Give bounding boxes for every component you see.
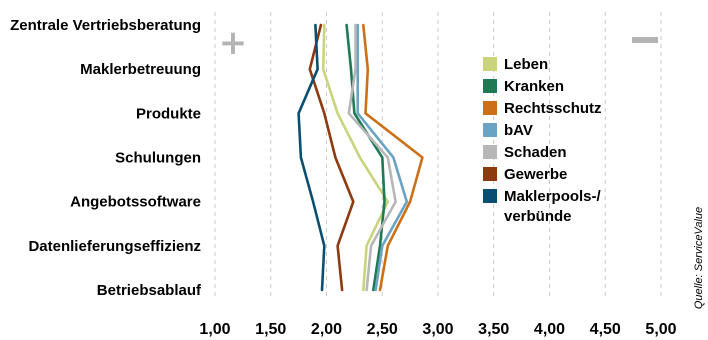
- minus-symbol: [632, 37, 658, 43]
- grid: [214, 12, 662, 298]
- category-label: Schulungen: [115, 150, 201, 167]
- category-labels: Zentrale Vertriebsberatung Maklerbetreuun…: [10, 17, 202, 299]
- x-tick-label: 3,50: [478, 321, 509, 338]
- plus-symbol: +: [219, 23, 248, 63]
- series-line: [345, 23, 386, 292]
- legend-swatch: [483, 145, 497, 159]
- legend-swatch: [483, 167, 497, 181]
- series-line: [356, 23, 409, 292]
- x-tick-label: 2,50: [367, 321, 398, 338]
- series-line: [321, 23, 390, 292]
- source-label: Quelle: ServiceValue: [693, 207, 705, 309]
- x-tick-label: 2,00: [311, 321, 342, 338]
- series-line: [347, 23, 397, 292]
- legend-label: Rechtsschutz: [504, 100, 602, 117]
- x-tick-label: 5,00: [645, 321, 676, 338]
- series-lines: [297, 23, 424, 292]
- x-tick-labels: 1,00 1,50 2,00 2,50 3,00 3,50 4,00 4,50 5,00: [199, 321, 676, 338]
- category-label: Datenlieferungseffizienz: [28, 238, 201, 255]
- category-label: Produkte: [136, 105, 201, 122]
- x-tick-label: 4,00: [534, 321, 565, 338]
- legend-label: Schaden: [504, 144, 567, 161]
- legend-label: bAV: [504, 122, 533, 139]
- category-label: Betriebsablauf: [97, 282, 202, 299]
- series-line: [308, 23, 355, 292]
- legend-swatch: [483, 79, 497, 93]
- x-tick-label: 4,50: [590, 321, 621, 338]
- x-tick-label: 1,00: [199, 321, 230, 338]
- legend-swatch: [483, 189, 497, 203]
- legend-label: Gewerbe: [504, 166, 567, 183]
- category-label: Zentrale Vertriebsberatung: [10, 17, 201, 34]
- legend-label: Leben: [504, 56, 548, 73]
- legend: Leben Kranken Rechtsschutz bAV Schaden Gewerb…: [483, 56, 602, 225]
- category-label: Maklerbetreuung: [80, 61, 201, 78]
- series-line: [297, 23, 326, 292]
- legend-label: Kranken: [504, 78, 564, 95]
- series-line: [361, 23, 424, 292]
- x-tick-label: 3,00: [422, 321, 453, 338]
- legend-swatch: [483, 57, 497, 71]
- category-label: Angebotssoftware: [70, 194, 201, 211]
- legend-label: Maklerpools-/verbünde: [504, 188, 602, 225]
- x-tick-label: 1,50: [255, 321, 286, 338]
- legend-swatch: [483, 101, 497, 115]
- legend-swatch: [483, 123, 497, 137]
